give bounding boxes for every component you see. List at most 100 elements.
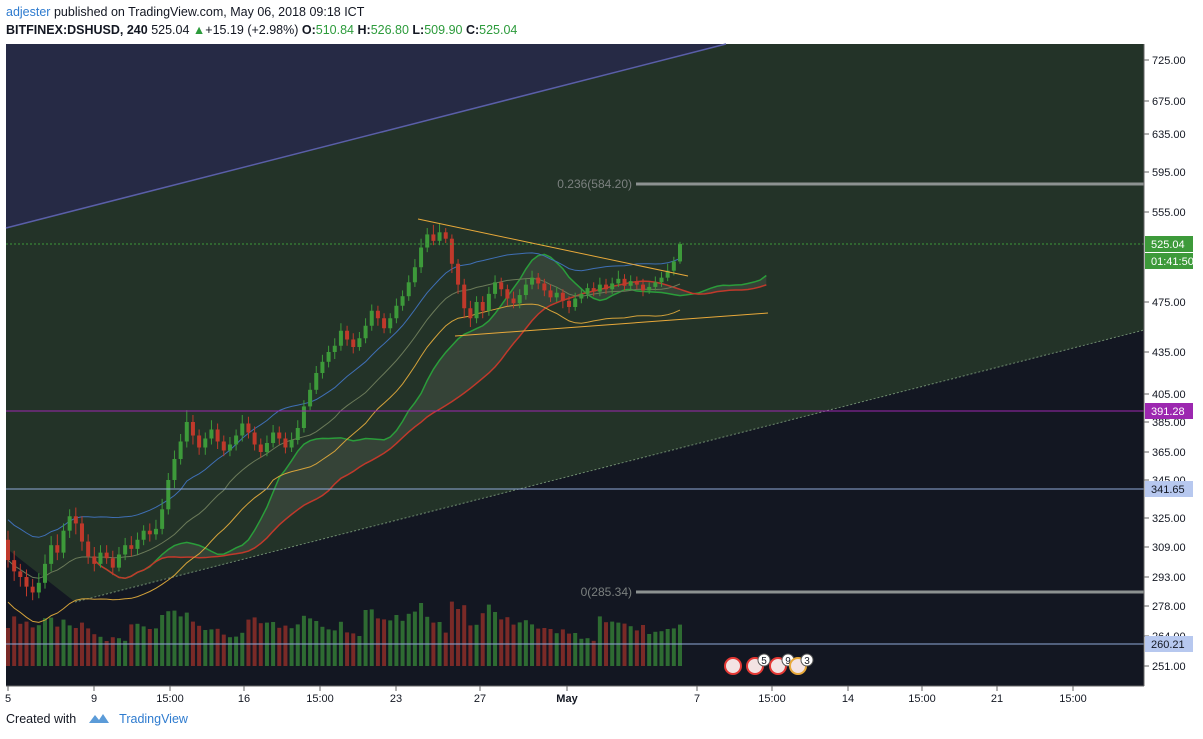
time-tick-label: 9 [91,693,97,705]
volume-bar [209,629,214,666]
volume-bar [659,631,664,666]
candle-body [388,318,393,329]
plot-area[interactable]: 0.236(584.20) 0(285.34) 5 9 3 [5,43,1145,686]
candle-body [394,305,399,319]
candle-body [308,389,313,407]
price-tick-label: 365.00 [1152,447,1186,459]
volume-bar [123,640,128,666]
candle-body [326,352,331,362]
close-label: C: [465,23,480,37]
volume-bar [406,613,411,666]
candle-body [289,440,294,448]
candles [6,223,682,601]
volume-bar [295,624,300,666]
price-label-box [1145,403,1193,419]
candle-body [197,435,202,448]
candle-body [338,330,343,346]
price-tick-label: 555.00 [1152,207,1186,219]
triangle-pattern [417,218,769,337]
volume-bar [246,619,251,666]
channel-top-line [5,43,727,229]
candle-body [517,295,522,304]
candle-body [314,373,319,390]
volume-bar [375,618,380,666]
candle-body [295,428,300,440]
volume-bar [622,623,627,666]
candle-body [591,288,596,292]
candle-body [505,289,510,299]
volume-bar [511,624,516,666]
volume-bar [493,612,498,666]
footer: Created with TradingView [6,712,188,726]
candle-body [49,545,54,564]
price-tick-label: 385.00 [1152,417,1186,429]
candle-body [659,277,664,283]
price-axis[interactable]: 725.00 675.00 635.00 595.00 555.00 475.00 435.… [1143,44,1203,686]
volume-bar [382,619,387,666]
event-markers[interactable]: 5 9 3 [724,653,814,675]
volume-bar [49,617,54,666]
low-value: 509.90 [424,23,463,37]
candle-body [431,234,436,241]
candle-body [166,480,171,510]
tradingview-link[interactable]: TradingView [119,712,188,726]
candle-body [671,261,676,271]
event-count-badge[interactable] [757,653,771,667]
volume-bar [560,629,565,666]
candle-body [18,571,23,577]
price-tick-label: 293.00 [1152,572,1186,584]
candle-body [641,284,646,291]
candle-body [332,345,337,352]
candle-body [363,325,368,339]
chart-header: adjester published on TradingView.com, M… [6,3,1196,39]
candle-body [135,539,140,549]
price-axis-bg [1144,44,1203,686]
price-chart[interactable]: 0.236(584.20) 0(285.34) 5 9 3 725.00 675.… [0,40,1203,708]
candle-body [24,577,29,587]
volume-bar [73,628,78,666]
volume-bar [178,616,183,666]
volume-bar [135,623,140,666]
price-tick-label: 725.00 [1152,55,1186,67]
volume-bar [283,625,288,666]
open-value: 510.84 [315,23,355,37]
time-tick-label: 15:00 [306,693,334,705]
candle-body [357,338,362,347]
volume-bar [400,620,405,666]
tradingview-logo-icon [88,714,109,723]
volume-bar [536,628,541,666]
candle-body [227,444,232,451]
volume-bar [184,612,189,666]
candle-body [203,438,208,448]
us-flag-icon[interactable] [724,657,742,675]
volume-bar [628,626,633,666]
author-link[interactable]: adjester [6,5,51,19]
volume-bar [6,628,10,666]
candle-body [369,310,374,326]
event-count-badge[interactable] [800,653,814,667]
candle-body [634,281,639,285]
time-tick-label: 15:00 [1059,693,1087,705]
candle-body [178,441,183,459]
price-label-box [1145,236,1193,252]
volume-bar [86,628,91,666]
open-label: O: [301,23,316,37]
volume-bar [653,631,658,666]
time-tick-label: 23 [390,693,402,705]
volume-bar [61,619,66,666]
candle-body [653,282,658,287]
volume-bar [363,610,368,666]
candle-body [579,293,584,299]
volume-bar [419,603,424,666]
candle-body [462,284,467,309]
volume-bar [597,616,602,666]
volume-bar [412,611,417,666]
candle-body [271,432,276,443]
candle-body [419,247,424,268]
price-change: +15.19 (+2.98%) [205,23,299,37]
volume-bar [585,638,590,666]
candle-body [511,298,516,304]
time-axis[interactable]: 5 9 15:00 16 15:00 23 27 May 7 15:00 14 15:00 21 15:0… [5,685,1144,705]
time-tick-label: 15:00 [908,693,936,705]
volume-bar [480,613,485,666]
